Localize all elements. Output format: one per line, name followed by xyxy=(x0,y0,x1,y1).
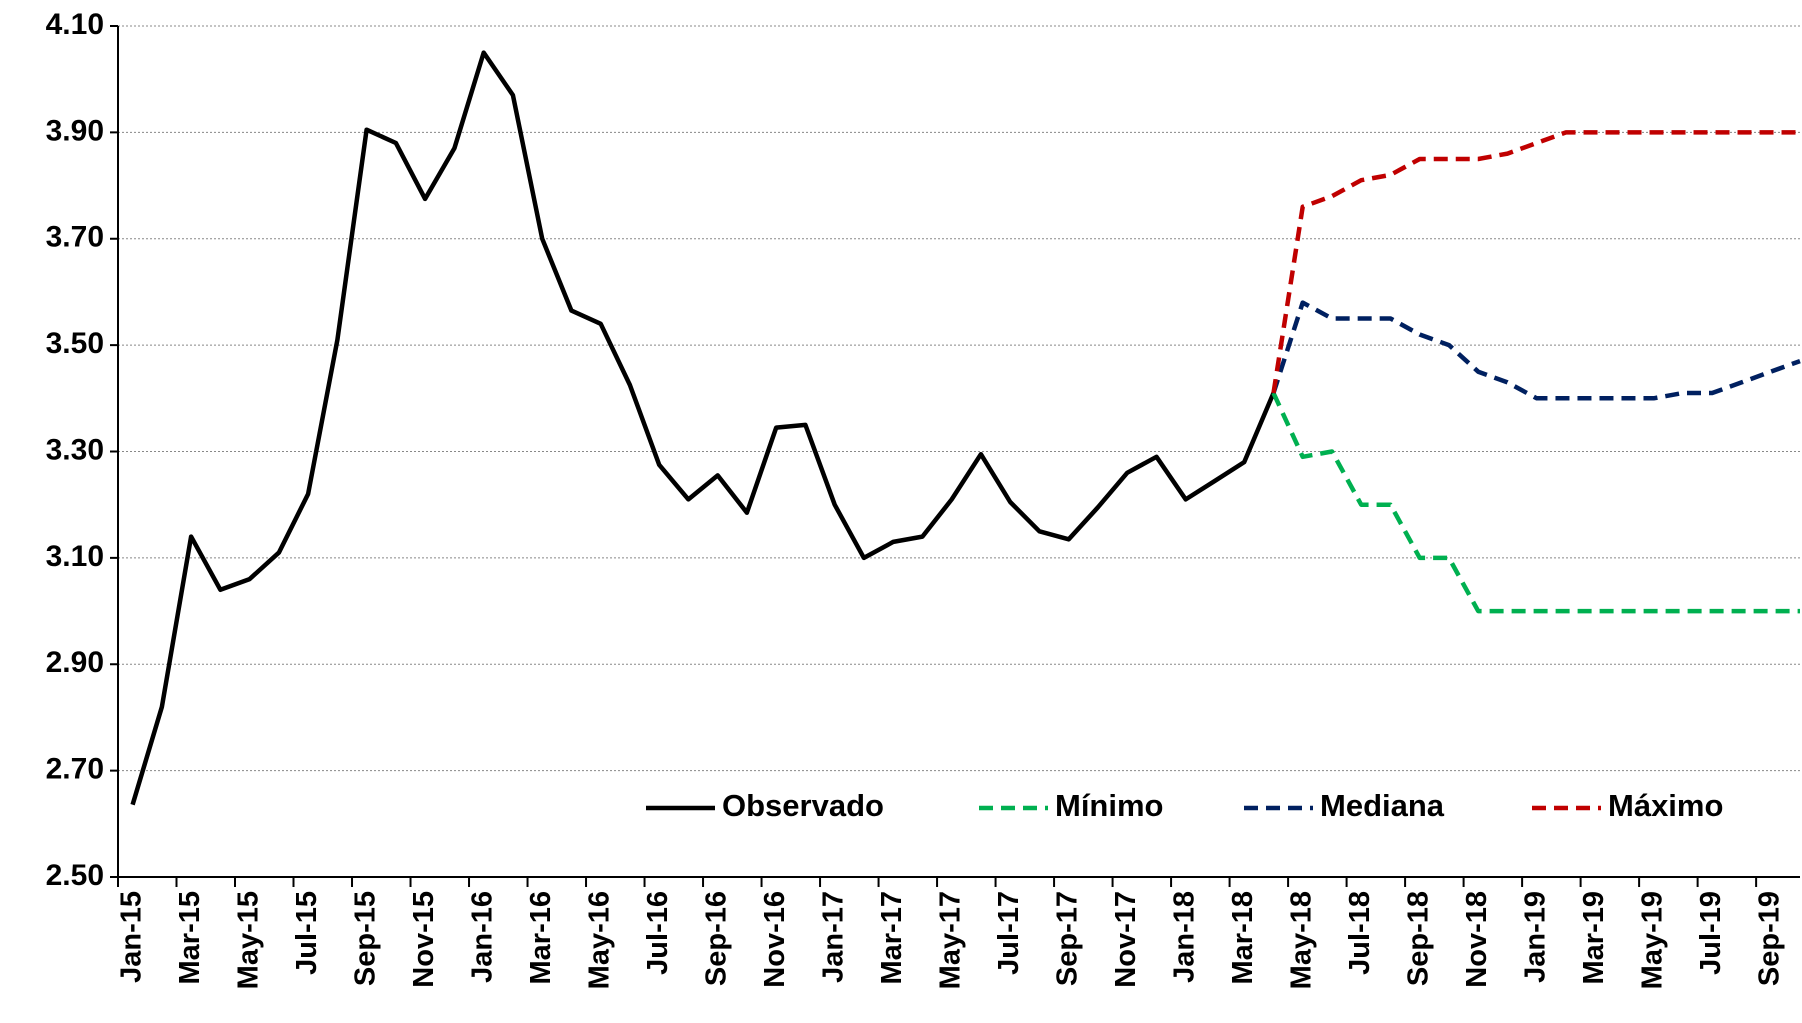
y-tick-label: 3.50 xyxy=(46,327,104,360)
series-line xyxy=(1271,300,1801,401)
y-tick-label: 4.10 xyxy=(46,8,104,41)
x-tick-label: May-19 xyxy=(1636,891,1668,989)
legend-label: Observado xyxy=(722,788,884,823)
series-line xyxy=(1271,130,1800,394)
x-tick-label: Mar-15 xyxy=(174,891,206,985)
series-line xyxy=(130,50,1276,806)
x-tick-label: Sep-19 xyxy=(1753,891,1785,986)
y-tick-label: 2.50 xyxy=(46,859,104,892)
y-tick-label: 3.30 xyxy=(46,433,104,466)
y-tick-label: 3.90 xyxy=(46,114,104,147)
x-tick-label: Nov-16 xyxy=(759,891,791,988)
y-tick-label: 3.70 xyxy=(46,221,104,254)
x-tick-label: May-15 xyxy=(232,891,264,989)
legend-item: Observado xyxy=(646,788,884,823)
legend-label: Máximo xyxy=(1608,788,1723,823)
legend-item: Máximo xyxy=(1532,788,1723,823)
x-tick-label: Sep-17 xyxy=(1051,891,1083,986)
x-tick-label: May-17 xyxy=(934,891,966,989)
y-tick-label: 2.70 xyxy=(46,753,104,786)
x-tick-label: Sep-18 xyxy=(1402,891,1434,986)
x-tick-label: Nov-17 xyxy=(1110,891,1142,988)
x-tick-label: Jan-19 xyxy=(1519,891,1551,983)
x-tick-label: Jul-15 xyxy=(291,891,323,975)
x-tick-label: Jul-19 xyxy=(1695,891,1727,975)
legend-item: Mediana xyxy=(1244,788,1445,823)
series-line xyxy=(1271,392,1800,614)
y-tick-label: 2.90 xyxy=(46,646,104,679)
x-tick-label: Nov-18 xyxy=(1461,891,1493,988)
x-tick-label: Jan-15 xyxy=(115,891,147,983)
x-tick-label: Jul-18 xyxy=(1344,891,1376,975)
x-tick-label: Sep-16 xyxy=(700,891,732,986)
x-tick-label: Jul-17 xyxy=(993,891,1025,975)
x-tick-label: Mar-17 xyxy=(876,891,908,985)
x-tick-label: Sep-15 xyxy=(349,891,381,986)
legend-label: Mediana xyxy=(1320,788,1445,823)
x-tick-label: Jan-16 xyxy=(466,891,498,983)
x-tick-label: Jan-17 xyxy=(817,891,849,983)
y-tick-label: 3.10 xyxy=(46,540,104,573)
x-tick-label: May-18 xyxy=(1285,891,1317,989)
x-tick-label: Mar-19 xyxy=(1578,891,1610,985)
x-tick-label: May-16 xyxy=(583,891,615,989)
x-tick-label: Jan-18 xyxy=(1168,891,1200,983)
legend-item: Mínimo xyxy=(979,788,1164,823)
x-tick-label: Mar-18 xyxy=(1227,891,1259,985)
legend-label: Mínimo xyxy=(1055,788,1164,823)
x-tick-label: Jul-16 xyxy=(642,891,674,975)
x-tick-label: Nov-15 xyxy=(408,891,440,988)
x-tick-label: Mar-16 xyxy=(525,891,557,985)
